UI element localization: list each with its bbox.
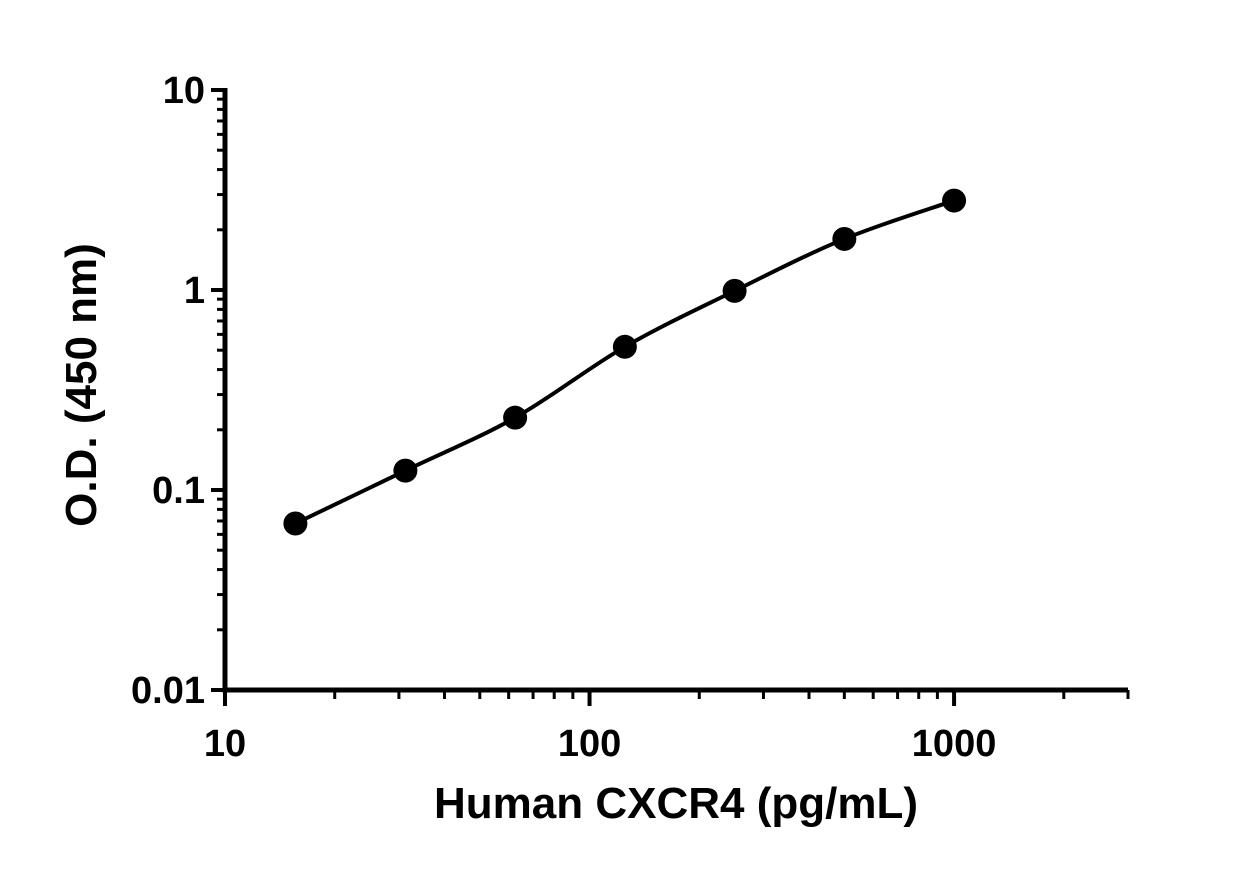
data-point (612, 334, 637, 359)
axes: 0.01 0.1 1 10 10 100 1000 (131, 70, 1130, 765)
x-tick-label: 10 (204, 723, 246, 765)
y-tick-label: 10 (163, 70, 205, 112)
fit-curve (294, 198, 955, 526)
y-tick-label: 0.1 (152, 470, 205, 512)
data-point (832, 226, 857, 251)
y-tick-label: 0.01 (131, 670, 205, 712)
y-axis-title: O.D. (450 nm) (57, 243, 106, 527)
data-point (722, 278, 747, 303)
data-points (283, 188, 967, 536)
data-point (283, 511, 308, 536)
x-tick-label: 100 (558, 723, 621, 765)
x-axis-title: Human CXCR4 (pg/mL) (434, 779, 918, 828)
data-point (393, 458, 418, 483)
data-point (942, 188, 967, 213)
fit-curve-layer (294, 198, 955, 526)
y-tick-label: 1 (184, 270, 205, 312)
data-point (503, 405, 528, 430)
x-tick-label: 1000 (912, 723, 997, 765)
